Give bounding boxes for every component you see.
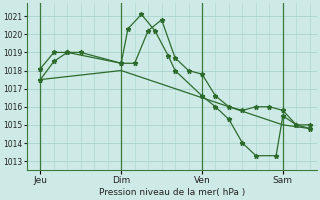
X-axis label: Pression niveau de la mer( hPa ): Pression niveau de la mer( hPa ) [99, 188, 245, 197]
